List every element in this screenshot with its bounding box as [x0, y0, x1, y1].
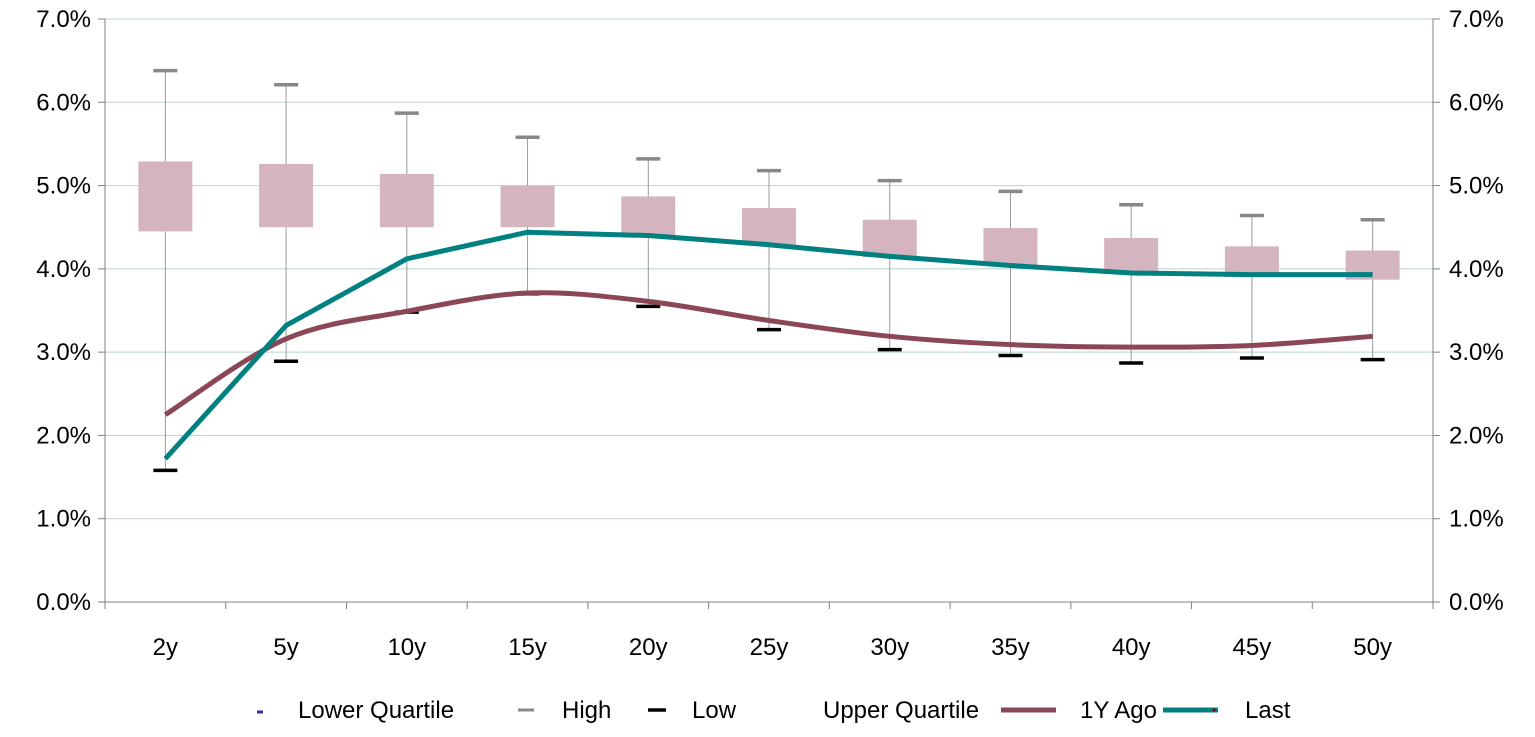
y-tick-label-left: 2.0%	[36, 422, 91, 449]
y-tick-label-right: 1.0%	[1449, 506, 1504, 533]
legend-label: Low	[692, 697, 737, 724]
y-tick-label-right: 7.0%	[1449, 6, 1504, 33]
one-year-ago-series-line	[164, 290, 1373, 417]
y-tick-label-right: 2.0%	[1449, 422, 1504, 449]
legend-label: Last	[1245, 697, 1291, 724]
y-tick-label-left: 6.0%	[36, 89, 91, 116]
y-tick-label-left: 3.0%	[36, 339, 91, 366]
quartile-box	[1104, 238, 1159, 272]
y-tick-label-left: 7.0%	[36, 6, 91, 33]
x-tick-label: 5y	[273, 634, 298, 661]
quartile-box	[862, 219, 917, 258]
y-tick-label-right: 6.0%	[1449, 89, 1504, 116]
x-tick-label: 40y	[1112, 634, 1151, 661]
y-tick-label-right: 4.0%	[1449, 256, 1504, 283]
legend-last-point-icon	[1212, 708, 1216, 712]
y-tick-label-left: 0.0%	[36, 589, 91, 616]
quartile-box	[742, 208, 796, 246]
legend-label: Lower Quartile	[298, 697, 454, 724]
y-tick-labels: 0.0% 0.0% 1.0% 1.0% 2.0% 2.0% 3.0% 3.0% 4.0% 4.0%…	[36, 6, 1503, 616]
y-tick-label-right: 5.0%	[1449, 173, 1504, 200]
last-series-line	[163, 229, 1373, 461]
quartile-box	[138, 161, 193, 232]
x-tick-label: 45y	[1233, 634, 1272, 661]
y-tick-label-right: 3.0%	[1449, 339, 1504, 366]
quartile-box	[379, 173, 434, 228]
series-lines	[163, 229, 1373, 461]
x-tick-label: 2y	[153, 634, 178, 661]
axes	[104, 19, 1434, 603]
legend-label: High	[562, 697, 611, 724]
quartile-box	[983, 228, 1038, 266]
axis-ticks	[98, 18, 1440, 609]
x-tick-label: 20y	[629, 634, 668, 661]
x-tick-label: 15y	[508, 634, 547, 661]
x-tick-label: 30y	[870, 634, 909, 661]
legend-label: Upper Quartile	[823, 697, 979, 724]
x-tick-labels: 2y 5y 10y 15y 20y 25y 30y 35y 40y 45y 50y	[153, 634, 1392, 661]
quartile-box	[621, 196, 676, 236]
legend: Lower Quartile High Low Upper Quartile 1Y Ag…	[257, 697, 1291, 724]
x-tick-label: 50y	[1353, 634, 1392, 661]
y-tick-label-left: 1.0%	[36, 506, 91, 533]
y-tick-label-left: 5.0%	[36, 173, 91, 200]
y-tick-label-left: 4.0%	[36, 256, 91, 283]
y-tick-label-right: 0.0%	[1449, 589, 1504, 616]
quartile-box	[500, 185, 555, 228]
x-tick-label: 10y	[387, 634, 426, 661]
x-tick-label: 25y	[750, 634, 789, 661]
quartile-box	[259, 163, 314, 228]
x-tick-label: 35y	[991, 634, 1030, 661]
whiskers	[164, 70, 1374, 471]
legend-label: 1Y Ago	[1080, 697, 1157, 724]
